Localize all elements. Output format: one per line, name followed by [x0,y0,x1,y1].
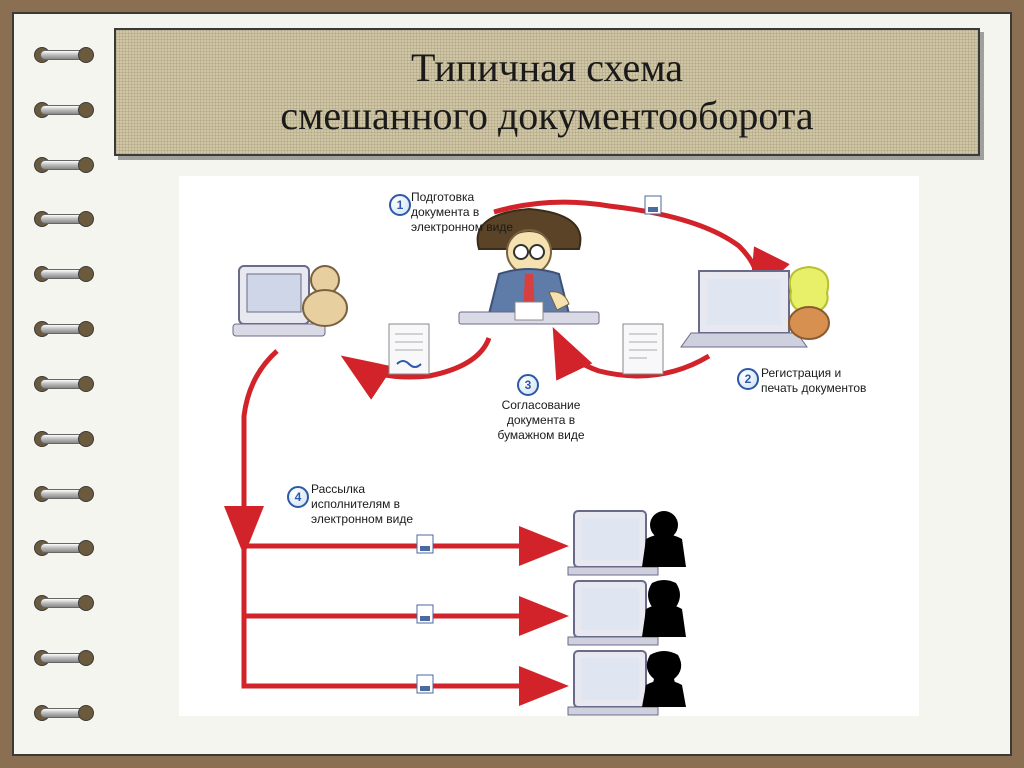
step-label-3: Согласование документа в бумажном виде [471,398,611,443]
slide-frame: Типичная схема смешанного документооборо… [12,12,1012,756]
step-label-4: Рассылка исполнителям в электронном виде [311,482,451,527]
recipient-1 [568,511,686,575]
title-banner: Типичная схема смешанного документооборо… [114,28,980,156]
recipient-3 [568,651,686,715]
diagram-panel: 1 2 3 4 Подготовка документа в электронн… [179,176,919,716]
recipient-2 [568,580,686,645]
flow-svg [179,176,919,716]
paper-doc-right [623,324,663,374]
slide-title: Типичная схема смешанного документооборо… [280,44,813,140]
spiral-binding [32,14,102,754]
step-label-1: Подготовка документа в электронном виде [411,190,541,235]
step-label-2: Регистрация и печать документов [761,366,911,396]
step-badge-1: 1 [389,194,411,216]
step-badge-2: 2 [737,368,759,390]
step-badge-3: 3 [517,374,539,396]
paper-doc-left [389,324,429,374]
worker-right-icon [681,267,829,347]
worker-left-icon [233,266,347,336]
step-badge-4: 4 [287,486,309,508]
